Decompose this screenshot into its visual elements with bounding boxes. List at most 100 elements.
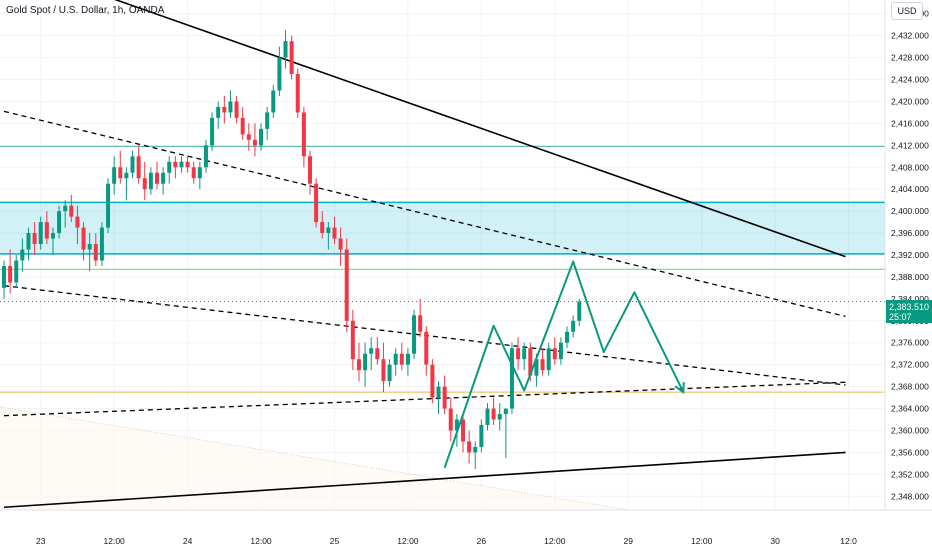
candle-up (216, 106, 221, 118)
candle-up (2, 265, 6, 288)
candle-down (552, 348, 557, 360)
candle-up (38, 222, 43, 245)
time-tick-label: 30 (770, 536, 780, 546)
time-tick-label: 23 (36, 536, 46, 546)
candle-up (393, 353, 398, 365)
price-levels (0, 145, 885, 393)
candle-down (344, 249, 349, 321)
candle-down (381, 359, 386, 382)
price-tick-label: 2,396.000 (891, 228, 929, 238)
candle-up (479, 425, 484, 447)
candle-up (497, 414, 502, 420)
candle-down (399, 353, 404, 365)
zone-band (0, 202, 885, 254)
dashed-trendline (3, 381, 846, 417)
candle-up (210, 117, 215, 146)
candle-down (81, 227, 86, 250)
candle-up (112, 167, 117, 184)
price-tick-label: 2,372.000 (891, 360, 929, 370)
candle-down (540, 359, 545, 371)
candle-up (87, 244, 92, 250)
price-tick-label: 2,420.000 (891, 96, 929, 106)
candle-down (350, 320, 355, 360)
price-tick-label: 2,384.000 (891, 294, 929, 304)
candle-up (277, 57, 282, 91)
chart-title: Gold Spot / U.S. Dollar, 1h, OANDA (6, 5, 165, 16)
candle-down (69, 205, 74, 217)
price-tick-label: 2,416.000 (891, 118, 929, 128)
price-tick-label: 2,360.000 (891, 425, 929, 435)
time-tick-label: 12:00 (691, 536, 713, 546)
candle-down (528, 348, 533, 376)
candle-up (534, 359, 539, 376)
time-tick-label: 24 (183, 536, 193, 546)
candle-up (124, 172, 129, 179)
price-tick-label: 2,412.000 (891, 140, 929, 150)
candle-up (265, 112, 270, 129)
candle-up (503, 408, 508, 415)
currency-button[interactable]: USD (891, 2, 923, 20)
candle-up (546, 348, 551, 371)
dotted-diagonal (0, 406, 631, 511)
candle-up (130, 156, 135, 173)
price-tick-label: 2,392.000 (891, 250, 929, 260)
arrow-head-icon (674, 382, 685, 394)
candle-down (516, 348, 521, 360)
candle-down (375, 348, 380, 360)
price-tick-label: 2,364.000 (891, 404, 929, 414)
price-tick-label: 2,408.000 (891, 162, 929, 172)
candle-down (44, 222, 49, 239)
candle-down (301, 112, 306, 157)
candle-up (167, 161, 172, 173)
candle-up (412, 315, 417, 354)
candle-down (252, 139, 257, 146)
time-tick-label: 12:00 (250, 536, 272, 546)
candle-down (430, 364, 435, 398)
time-axis[interactable]: 23 12:00 24 12:00 25 12:00 26 12:00 29 12:00 30 12:… (0, 509, 932, 550)
candle-up (161, 172, 166, 184)
time-tick-label: 12:0 (840, 536, 857, 546)
candle-up (14, 260, 19, 283)
candle-down (424, 331, 429, 365)
projection-path (443, 260, 685, 469)
candle-up (577, 301, 582, 321)
time-axis-bg (0, 510, 932, 550)
time-tick-label: 12:00 (104, 536, 126, 546)
candle-up (571, 320, 576, 332)
candle-down (173, 161, 178, 168)
price-tick-label: 2,388.000 (891, 272, 929, 282)
candle-down (320, 222, 325, 234)
candle-up (326, 227, 331, 234)
candle-up (203, 145, 208, 168)
candle-down (461, 419, 465, 442)
candle-down (418, 315, 423, 332)
candle-down (185, 161, 190, 168)
candle-down (491, 408, 496, 420)
candle-up (106, 183, 111, 228)
price-tick-label: 2,352.000 (891, 469, 929, 479)
time-tick-label: 25 (330, 536, 340, 546)
candle-down (93, 244, 98, 261)
bar-countdown: 25:07 (889, 312, 912, 322)
price-axis-bg (885, 0, 932, 550)
last-price: 2,383.510 (889, 302, 930, 312)
price-tick-label: 2,432.000 (891, 31, 929, 41)
candle-up (57, 211, 62, 234)
time-tick-label: 29 (624, 536, 634, 546)
candle-down (295, 74, 300, 113)
price-axis[interactable]: 2,348.000 2,352.000 2,356.000 2,360.000 2,36… (884, 0, 932, 550)
candle-down (442, 386, 447, 409)
solid-trendline (114, 0, 846, 258)
candle-up (228, 101, 233, 113)
dashed-trendline (3, 110, 846, 318)
price-tick-label: 2,368.000 (891, 382, 929, 392)
chart-grid (0, 0, 885, 511)
time-tick-label: 12:00 (544, 536, 566, 546)
candle-up (197, 167, 202, 179)
candle-up (565, 331, 570, 343)
price-tick-label: 2,356.000 (891, 447, 929, 457)
candle-up (509, 348, 514, 409)
candle-down (467, 441, 472, 453)
candle-down (246, 134, 251, 140)
